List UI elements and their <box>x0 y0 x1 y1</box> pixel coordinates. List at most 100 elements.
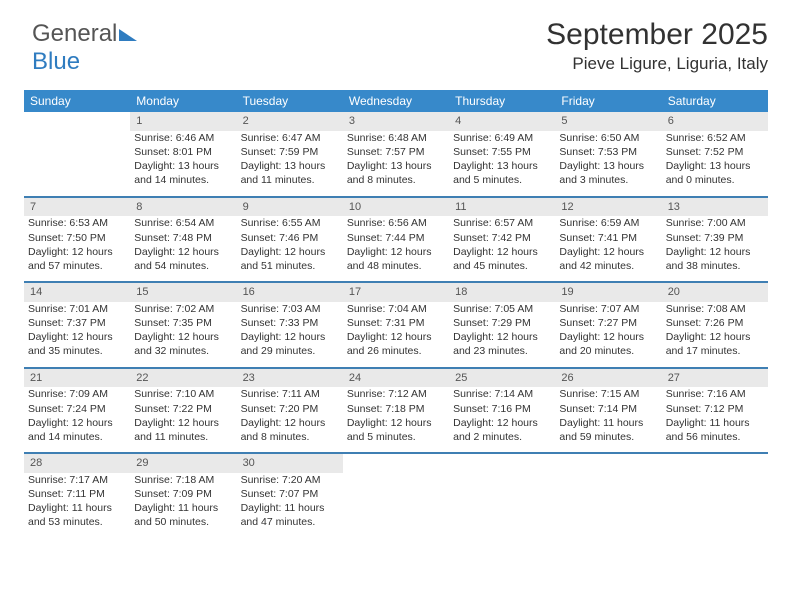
sunrise-line: Sunrise: 6:49 AM <box>453 131 551 145</box>
day-detail-cell: Sunrise: 7:18 AMSunset: 7:09 PMDaylight:… <box>130 473 236 538</box>
sunset-line: Sunset: 7:07 PM <box>241 487 339 501</box>
sunset-line: Sunset: 7:46 PM <box>241 231 339 245</box>
daylight-line: Daylight: 12 hours and 2 minutes. <box>453 416 551 444</box>
day-number-cell: 23 <box>237 368 343 388</box>
sunrise-line: Sunrise: 7:07 AM <box>559 302 657 316</box>
sunset-line: Sunset: 7:41 PM <box>559 231 657 245</box>
day-number-cell: 8 <box>130 197 236 217</box>
sunrise-line: Sunrise: 6:47 AM <box>241 131 339 145</box>
daylight-line: Daylight: 11 hours and 47 minutes. <box>241 501 339 529</box>
col-sat: Saturday <box>662 90 768 112</box>
sunset-line: Sunset: 7:16 PM <box>453 402 551 416</box>
sunset-line: Sunset: 8:01 PM <box>134 145 232 159</box>
daylight-line: Daylight: 12 hours and 29 minutes. <box>241 330 339 358</box>
day-number-cell: 6 <box>662 112 768 131</box>
week-details-row: Sunrise: 6:46 AMSunset: 8:01 PMDaylight:… <box>24 131 768 197</box>
day-detail-cell: Sunrise: 6:53 AMSunset: 7:50 PMDaylight:… <box>24 216 130 282</box>
day-number-cell: 26 <box>555 368 661 388</box>
day-number-cell: 7 <box>24 197 130 217</box>
day-number-cell: 16 <box>237 282 343 302</box>
sunrise-line: Sunrise: 7:20 AM <box>241 473 339 487</box>
day-number-cell: 24 <box>343 368 449 388</box>
day-detail-cell: Sunrise: 6:54 AMSunset: 7:48 PMDaylight:… <box>130 216 236 282</box>
sunset-line: Sunset: 7:18 PM <box>347 402 445 416</box>
day-detail-cell: Sunrise: 6:46 AMSunset: 8:01 PMDaylight:… <box>130 131 236 197</box>
sunrise-line: Sunrise: 6:53 AM <box>28 216 126 230</box>
sunset-line: Sunset: 7:42 PM <box>453 231 551 245</box>
day-number-cell: 2 <box>237 112 343 131</box>
sunrise-line: Sunrise: 7:16 AM <box>666 387 764 401</box>
day-detail-cell: Sunrise: 7:08 AMSunset: 7:26 PMDaylight:… <box>662 302 768 368</box>
week-number-row: 14151617181920 <box>24 282 768 302</box>
sunrise-line: Sunrise: 7:11 AM <box>241 387 339 401</box>
day-number-cell: 28 <box>24 453 130 473</box>
day-number-cell: 30 <box>237 453 343 473</box>
day-number-cell <box>24 112 130 131</box>
sunset-line: Sunset: 7:52 PM <box>666 145 764 159</box>
brand-part2: Blue <box>32 48 80 75</box>
sunrise-line: Sunrise: 6:56 AM <box>347 216 445 230</box>
daylight-line: Daylight: 12 hours and 51 minutes. <box>241 245 339 273</box>
week-details-row: Sunrise: 7:01 AMSunset: 7:37 PMDaylight:… <box>24 302 768 368</box>
sunset-line: Sunset: 7:48 PM <box>134 231 232 245</box>
daylight-line: Daylight: 12 hours and 48 minutes. <box>347 245 445 273</box>
sunset-line: Sunset: 7:59 PM <box>241 145 339 159</box>
day-detail-cell: Sunrise: 7:01 AMSunset: 7:37 PMDaylight:… <box>24 302 130 368</box>
sunset-line: Sunset: 7:26 PM <box>666 316 764 330</box>
daylight-line: Daylight: 11 hours and 59 minutes. <box>559 416 657 444</box>
daylight-line: Daylight: 12 hours and 35 minutes. <box>28 330 126 358</box>
day-detail-cell: Sunrise: 6:55 AMSunset: 7:46 PMDaylight:… <box>237 216 343 282</box>
week-number-row: 21222324252627 <box>24 368 768 388</box>
sunrise-line: Sunrise: 7:03 AM <box>241 302 339 316</box>
day-number-cell: 5 <box>555 112 661 131</box>
day-detail-cell: Sunrise: 7:09 AMSunset: 7:24 PMDaylight:… <box>24 387 130 453</box>
brand-part1: General <box>32 20 117 47</box>
day-detail-cell: Sunrise: 7:15 AMSunset: 7:14 PMDaylight:… <box>555 387 661 453</box>
sunset-line: Sunset: 7:20 PM <box>241 402 339 416</box>
daylight-line: Daylight: 13 hours and 8 minutes. <box>347 159 445 187</box>
sunset-line: Sunset: 7:33 PM <box>241 316 339 330</box>
day-detail-cell: Sunrise: 7:10 AMSunset: 7:22 PMDaylight:… <box>130 387 236 453</box>
day-detail-cell: Sunrise: 6:49 AMSunset: 7:55 PMDaylight:… <box>449 131 555 197</box>
day-detail-cell <box>555 473 661 538</box>
day-number-cell: 19 <box>555 282 661 302</box>
col-thu: Thursday <box>449 90 555 112</box>
sunset-line: Sunset: 7:24 PM <box>28 402 126 416</box>
sunrise-line: Sunrise: 7:05 AM <box>453 302 551 316</box>
sunset-line: Sunset: 7:09 PM <box>134 487 232 501</box>
sunrise-line: Sunrise: 7:15 AM <box>559 387 657 401</box>
sunrise-line: Sunrise: 7:08 AM <box>666 302 764 316</box>
daylight-line: Daylight: 12 hours and 38 minutes. <box>666 245 764 273</box>
day-detail-cell: Sunrise: 7:05 AMSunset: 7:29 PMDaylight:… <box>449 302 555 368</box>
day-detail-cell <box>449 473 555 538</box>
daylight-line: Daylight: 12 hours and 42 minutes. <box>559 245 657 273</box>
calendar-table: Sunday Monday Tuesday Wednesday Thursday… <box>24 90 768 538</box>
sunrise-line: Sunrise: 7:04 AM <box>347 302 445 316</box>
day-number-cell <box>449 453 555 473</box>
day-number-cell: 21 <box>24 368 130 388</box>
sunrise-line: Sunrise: 6:52 AM <box>666 131 764 145</box>
day-detail-cell: Sunrise: 7:04 AMSunset: 7:31 PMDaylight:… <box>343 302 449 368</box>
day-number-cell: 10 <box>343 197 449 217</box>
sunset-line: Sunset: 7:12 PM <box>666 402 764 416</box>
sunrise-line: Sunrise: 7:14 AM <box>453 387 551 401</box>
day-detail-cell: Sunrise: 7:02 AMSunset: 7:35 PMDaylight:… <box>130 302 236 368</box>
sunset-line: Sunset: 7:27 PM <box>559 316 657 330</box>
daylight-line: Daylight: 13 hours and 5 minutes. <box>453 159 551 187</box>
day-number-cell: 11 <box>449 197 555 217</box>
sunrise-line: Sunrise: 7:00 AM <box>666 216 764 230</box>
daylight-line: Daylight: 13 hours and 14 minutes. <box>134 159 232 187</box>
day-number-cell: 13 <box>662 197 768 217</box>
col-wed: Wednesday <box>343 90 449 112</box>
sunset-line: Sunset: 7:50 PM <box>28 231 126 245</box>
day-detail-cell: Sunrise: 7:14 AMSunset: 7:16 PMDaylight:… <box>449 387 555 453</box>
sunrise-line: Sunrise: 6:55 AM <box>241 216 339 230</box>
sunset-line: Sunset: 7:37 PM <box>28 316 126 330</box>
day-detail-cell: Sunrise: 6:57 AMSunset: 7:42 PMDaylight:… <box>449 216 555 282</box>
daylight-line: Daylight: 11 hours and 53 minutes. <box>28 501 126 529</box>
day-number-cell: 29 <box>130 453 236 473</box>
day-number-cell: 12 <box>555 197 661 217</box>
day-number-cell: 14 <box>24 282 130 302</box>
sunrise-line: Sunrise: 7:02 AM <box>134 302 232 316</box>
brand-logo: General Blue <box>32 20 137 76</box>
